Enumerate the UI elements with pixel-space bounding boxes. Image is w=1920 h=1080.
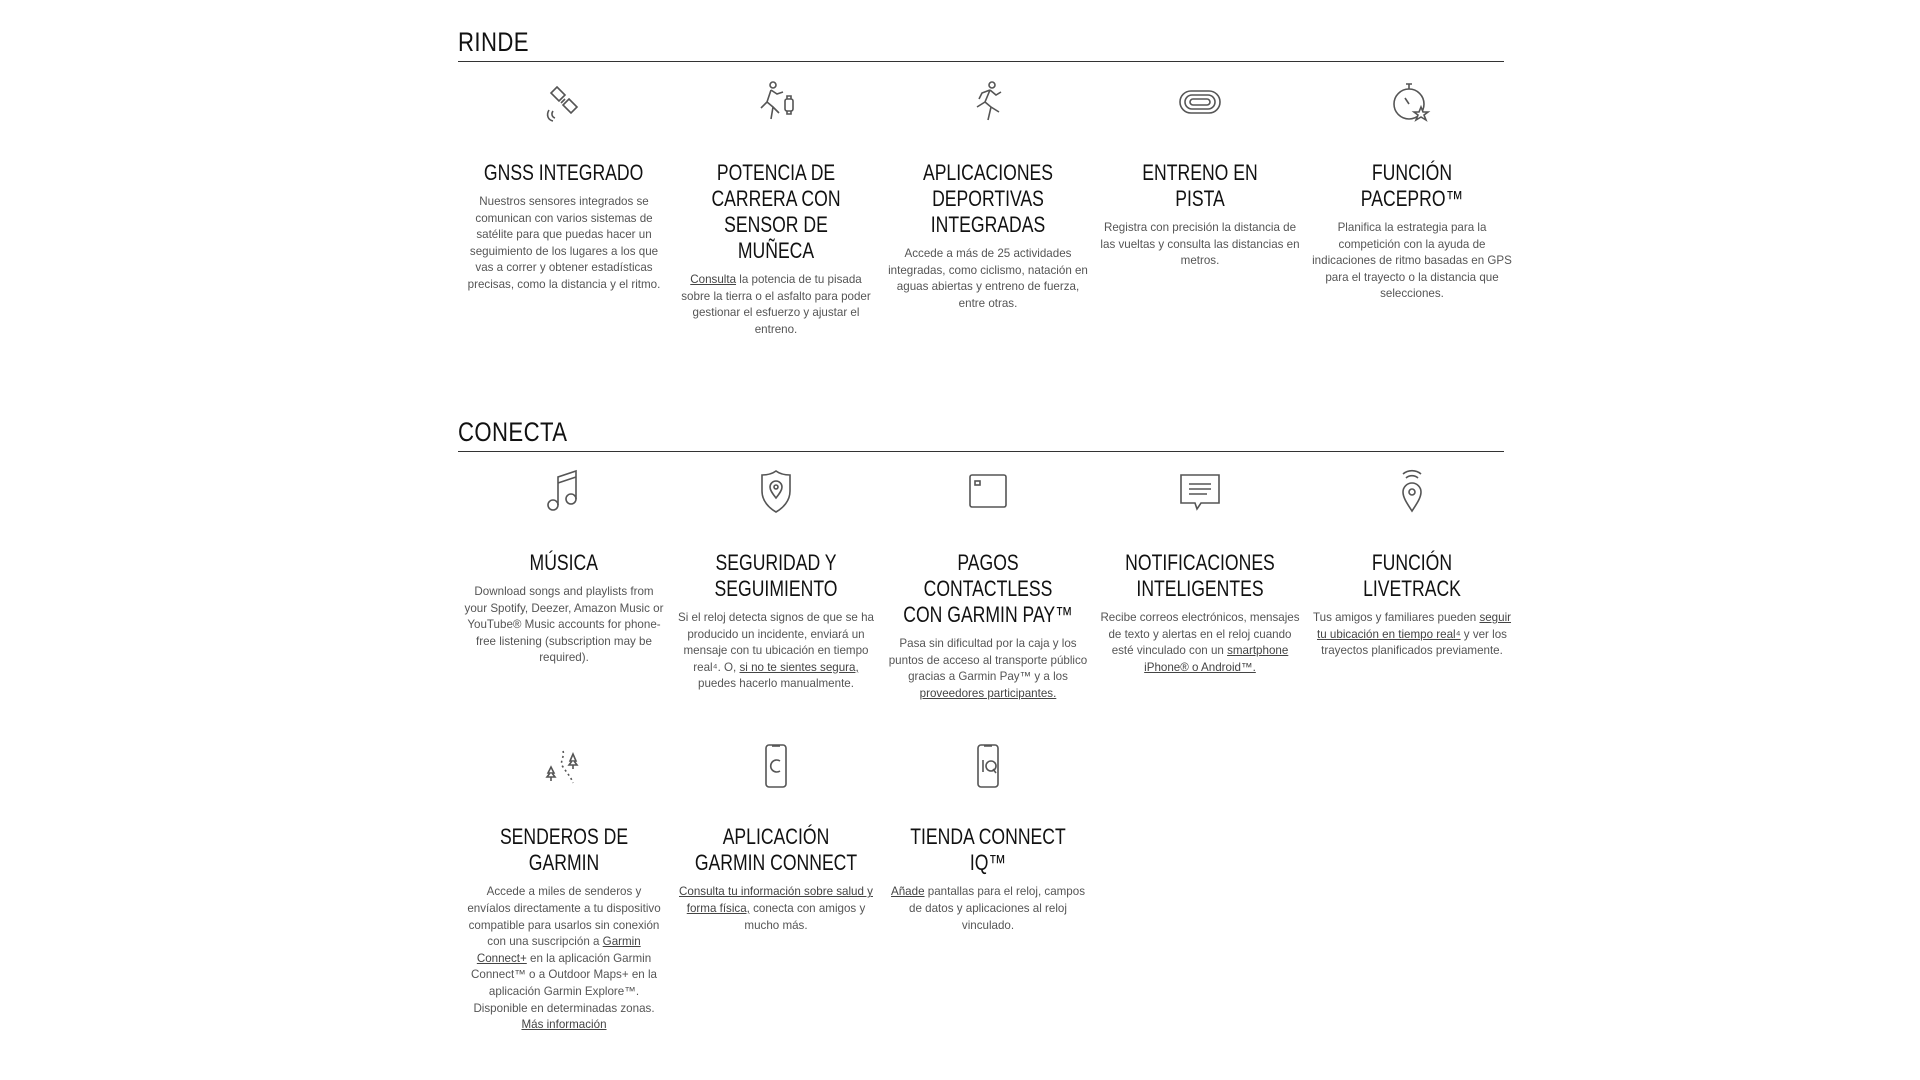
feature-musica: MÚSICA Download songs and playlists from… (458, 462, 670, 702)
section-divider (458, 61, 1504, 62)
description-text: Tus amigos y familiares pueden (1312, 611, 1480, 624)
feature-pagos-contactless-con-garmin-pay: PAGOS CONTACTLESS CON GARMIN PAY™ Pasa s… (882, 462, 1094, 702)
feature-description: Accede a miles de senderos y envíalos di… (464, 884, 664, 1033)
description-text: Recibe correos electrónicos, mensajes de… (1100, 611, 1300, 658)
feature-description: Si el reloj detecta signos de que se ha … (676, 610, 876, 693)
section-title: CONECTA (458, 417, 568, 447)
livetrack-pin-icon (1306, 464, 1518, 520)
description-text: la potencia de tu pisada sobre la tierra… (681, 273, 871, 336)
description-text: Accede a miles de senderos y envíalos di… (467, 885, 661, 949)
feature-link[interactable]: si no te sientes segura, (739, 660, 859, 674)
feature-link[interactable]: Consulta (690, 273, 737, 286)
feature-funcion-livetrack: FUNCIÓN LIVETRACK Tus amigos y familiare… (1306, 462, 1518, 702)
feature-description: Añade pantallas para el reloj, campos de… (888, 884, 1088, 934)
feature-description: Recibe correos electrónicos, mensajes de… (1100, 610, 1300, 676)
phone-connect-icon (670, 738, 882, 794)
runner-watch-icon (670, 74, 882, 130)
feature-link[interactable]: seguir tu ubicación en tiempo real⁴ (1317, 611, 1512, 641)
feature-gnss-integrado: GNSS INTEGRADO Nuestros sensores integra… (458, 72, 670, 338)
feature-potencia-de-carrera-con-sensor-de-muneca: POTENCIA DE CARRERA CON SENSOR DE MUÑECA… (670, 72, 882, 338)
feature-notificaciones-inteligentes: NOTIFICACIONES INTELIGENTES Recibe corre… (1094, 462, 1306, 702)
feature-description: Planifica la estrategia para la competic… (1312, 220, 1512, 303)
feature-title: ENTRENO EN PISTA (1142, 160, 1258, 211)
feature-description: Consulta tu información sobre salud y fo… (676, 884, 876, 934)
feature-link[interactable]: Consulta tu información sobre salud y fo… (679, 885, 873, 915)
feature-seguridad-y-seguimiento: SEGURIDAD Y SEGUIMIENTO Si el reloj dete… (670, 462, 882, 702)
feature-description: Registra con precisión la distancia de l… (1100, 220, 1300, 270)
feature-title: MÚSICA (529, 550, 599, 575)
feature-title: FUNCIÓN LIVETRACK (1363, 550, 1461, 601)
description-text: Download songs and playlists from your S… (464, 585, 664, 665)
feature-aplicacion-garmin-connect: APLICACIÓN GARMIN CONNECT Consulta tu in… (670, 736, 882, 1033)
music-note-icon (458, 464, 670, 520)
section-title: RINDE (458, 27, 529, 57)
satellite-icon (458, 74, 670, 130)
feature-description: Tus amigos y familiares pueden seguir tu… (1312, 610, 1512, 660)
trees-trail-icon (458, 738, 670, 794)
card-icon (882, 464, 1094, 520)
feature-description: Pasa sin dificultad por la caja y los pu… (888, 636, 1088, 702)
track-icon (1094, 74, 1306, 130)
feature-funcion-pacepro: FUNCIÓN PACEPRO™ Planifica la estrategia… (1306, 72, 1518, 338)
feature-link[interactable]: Garmin Connect+ (476, 935, 641, 965)
stopwatch-star-icon (1306, 74, 1518, 130)
description-text: Registra con precisión la distancia de l… (1100, 221, 1300, 268)
description-text: Si el reloj detecta signos de que se ha … (678, 611, 874, 674)
feature-aplicaciones-deportivas-integradas: APLICACIONES DEPORTIVAS INTEGRADAS Acced… (882, 72, 1094, 338)
feature-title: PAGOS CONTACTLESS CON GARMIN PAY™ (903, 550, 1073, 627)
feature-description: Accede a más de 25 actividades integrada… (888, 246, 1088, 312)
feature-title: APLICACIONES DEPORTIVAS INTEGRADAS (922, 160, 1054, 237)
description-text: conecta con amigos y mucho más. (744, 901, 866, 932)
feature-description: Download songs and playlists from your S… (464, 584, 664, 667)
section-rinde: RINDE GNSS INTEGRADO Nuestros sensores i… (458, 26, 1512, 372)
shield-location-icon (670, 464, 882, 520)
section-divider (458, 451, 1504, 452)
message-icon (1094, 464, 1306, 520)
feature-title: SEGURIDAD Y SEGUIMIENTO (714, 550, 838, 601)
description-text: Planifica la estrategia para la competic… (1312, 221, 1512, 301)
feature-senderos-de-garmin: SENDEROS DE GARMIN Accede a miles de sen… (458, 736, 670, 1033)
feature-title: GNSS INTEGRADO (484, 160, 644, 185)
description-text: y ver los trayectos planificados previam… (1321, 627, 1507, 658)
feature-description: Consulta la potencia de tu pisada sobre … (676, 272, 876, 338)
description-text: pantallas para el reloj, campos de datos… (909, 885, 1085, 932)
runner-icon (882, 74, 1094, 130)
description-text: Accede a más de 25 actividades integrada… (888, 247, 1088, 310)
feature-link[interactable]: Más información (521, 1018, 607, 1032)
description-text: puedes hacerlo manualmente. (698, 677, 854, 691)
section-conecta: CONECTA MÚSICA Download songs and playli… (458, 416, 1511, 1068)
feature-tienda-connect-iq: TIENDA CONNECT IQ™ Añade pantallas para … (882, 736, 1094, 1033)
feature-link[interactable]: smartphone iPhone® o Android™. (1144, 644, 1289, 674)
feature-entreno-en-pista: ENTRENO EN PISTA Registra con precisión … (1094, 72, 1306, 338)
feature-title: APLICACIÓN GARMIN CONNECT (694, 824, 858, 876)
feature-description: Nuestros sensores integrados se comunica… (464, 194, 664, 294)
description-text: Nuestros sensores integrados se comunica… (467, 195, 661, 291)
phone-iq-icon (882, 738, 1094, 794)
feature-title: FUNCIÓN PACEPRO™ (1360, 160, 1464, 211)
description-text: en la aplicación Garmin Connect™ o a Out… (471, 951, 657, 1015)
description-text: Pasa sin dificultad por la caja y los pu… (888, 637, 1088, 684)
feature-link[interactable]: proveedores participantes. (919, 686, 1057, 700)
feature-title: NOTIFICACIONES INTELIGENTES (1125, 550, 1275, 601)
feature-title: SENDEROS DE GARMIN (499, 824, 629, 876)
feature-link[interactable]: Añade (891, 885, 925, 899)
feature-title: POTENCIA DE CARRERA CON SENSOR DE MUÑECA (711, 160, 841, 263)
feature-title: TIENDA CONNECT IQ™ (910, 824, 1066, 876)
